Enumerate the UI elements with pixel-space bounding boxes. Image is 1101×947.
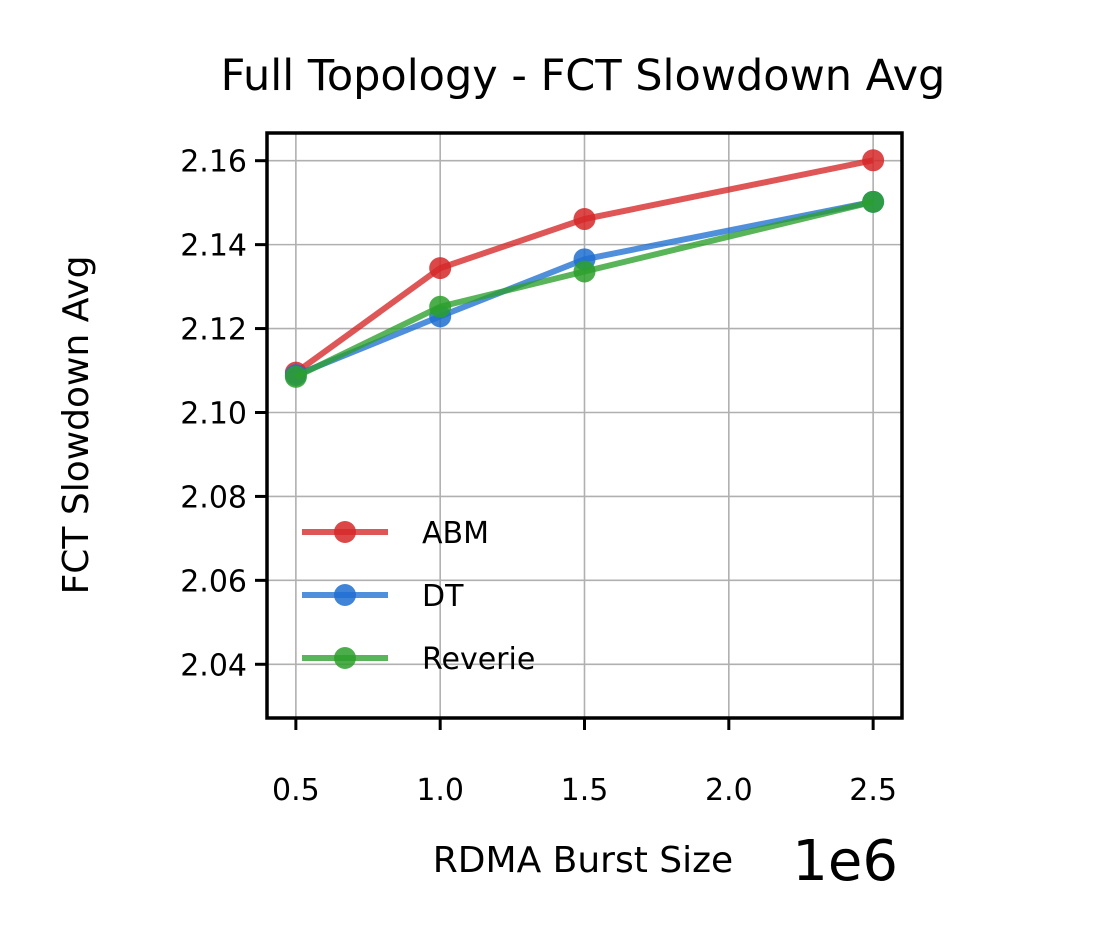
y-axis-label: FCT Slowdown Avg: [56, 256, 97, 595]
y-tick-label: 2.12: [180, 313, 247, 348]
axis-ticks: 0.5 1.0 1.5 2.0 2.5 2.04 2.06 2.08 2.10 2.12 2.14 2…: [180, 145, 897, 808]
series-line-abm: [294, 157, 874, 376]
chart-title: Full Topology - FCT Slowdown Avg: [221, 51, 946, 101]
legend-item-reverie: Reverie: [302, 642, 535, 677]
data-point-abm: [429, 257, 452, 280]
x-axis-offset-label: 1e6: [792, 829, 898, 894]
legend-marker-abm: [334, 521, 356, 543]
y-tick-label: 2.14: [180, 229, 247, 264]
data-point-reverie: [429, 295, 452, 318]
series-layer: [284, 149, 885, 388]
legend-label-abm: ABM: [422, 516, 489, 551]
y-tick-label: 2.16: [180, 145, 247, 180]
plot-frame: [265, 131, 904, 720]
y-tick-label: 2.10: [180, 396, 247, 431]
y-tick-label: 2.08: [180, 480, 247, 515]
legend-label-dt: DT: [422, 579, 464, 614]
x-tick-label: 1.0: [416, 773, 464, 808]
grid-lines: [267, 133, 902, 718]
data-point-reverie: [862, 190, 885, 213]
legend: ABM DT Reverie: [302, 516, 535, 677]
x-tick-label: 2.0: [705, 773, 753, 808]
legend-marker-dt: [334, 584, 356, 606]
y-tick-label: 2.06: [180, 564, 247, 599]
legend-item-abm: ABM: [302, 516, 489, 551]
data-point-abm: [862, 149, 885, 172]
legend-marker-reverie: [334, 647, 356, 669]
x-tick-label: 0.5: [272, 773, 320, 808]
x-tick-label: 1.5: [561, 773, 609, 808]
legend-item-dt: DT: [302, 579, 464, 614]
data-point-abm: [573, 208, 596, 231]
legend-label-reverie: Reverie: [422, 642, 535, 677]
x-tick-label: 2.5: [849, 773, 897, 808]
data-point-reverie: [284, 365, 307, 388]
y-tick-label: 2.04: [180, 648, 247, 683]
series-reverie: [284, 190, 885, 388]
data-point-reverie: [573, 260, 596, 283]
series-line-reverie: [294, 198, 874, 380]
x-axis-label: RDMA Burst Size: [433, 840, 733, 881]
